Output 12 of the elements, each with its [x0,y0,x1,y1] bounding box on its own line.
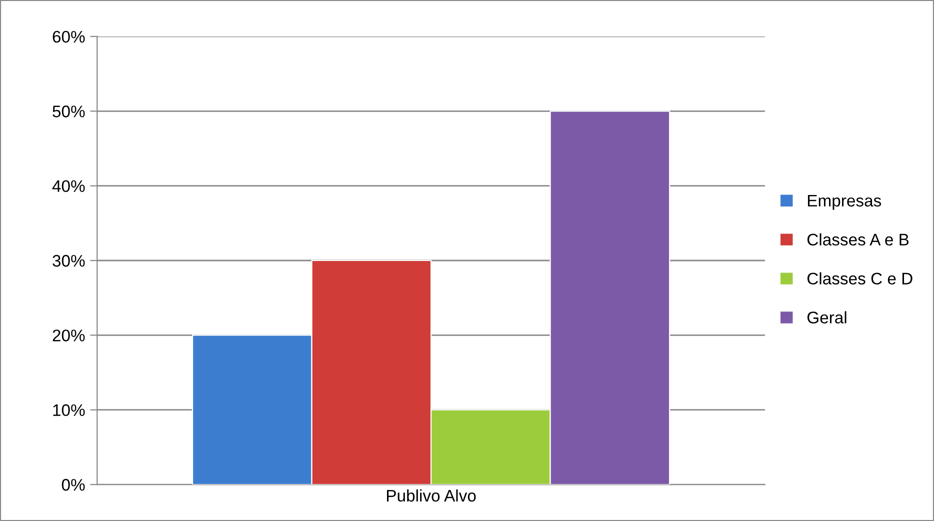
y-tick-label: 0% [62,478,85,491]
y-tick-label: 60% [52,30,85,43]
y-tick-label: 10% [53,404,85,416]
y-tick-label: 50% [52,106,85,118]
y-tick-label: 40% [52,180,85,192]
legend-label: Empresas [808,194,882,210]
legend-label: Geral [807,311,846,324]
x-tick-label: Publivo Alvo [387,489,476,502]
legend-label: Classes A e B [807,233,909,246]
legend-label: Classes C e D [807,272,912,284]
y-tick-label: 30% [52,254,85,267]
y-tick-label: 20% [52,330,85,342]
